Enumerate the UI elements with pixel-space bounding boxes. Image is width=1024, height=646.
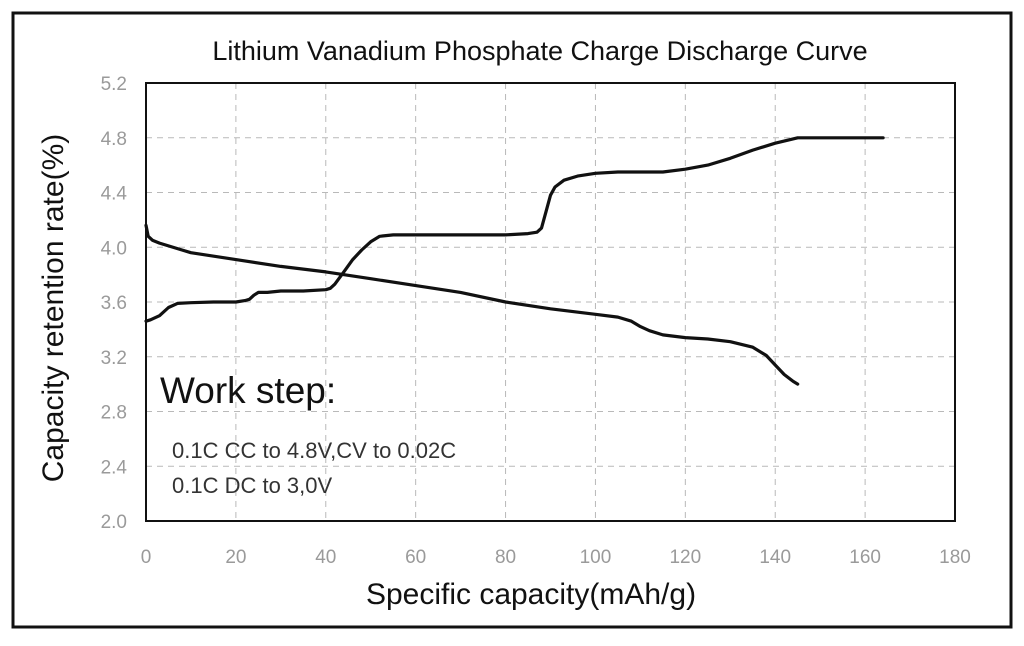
annotation-heading: Work step:	[160, 370, 336, 411]
discharge-curve-line	[144, 223, 800, 386]
x-tick-label: 80	[495, 547, 516, 568]
x-tick-label: 160	[849, 547, 881, 568]
y-tick-label: 3.6	[101, 293, 127, 314]
plot-area	[145, 82, 956, 522]
y-tick-label: 5.2	[101, 74, 127, 95]
y-tick-label: 4.8	[101, 129, 127, 150]
y-tick-label: 2.8	[101, 403, 127, 424]
x-tick-label: 40	[315, 547, 336, 568]
y-tick-label: 4.4	[101, 184, 128, 205]
y-tick-labels: 2.0 2.4 2.8 3.2 3.6 4.0 4.4 4.8 5.2	[101, 74, 128, 533]
chart-title: Lithium Vanadium Phosphate Charge Discha…	[212, 36, 867, 66]
y-tick-label: 2.0	[101, 512, 127, 533]
y-axis-title: Capacity retention rate(%)	[37, 134, 70, 483]
x-tick-label: 60	[405, 547, 426, 568]
x-tick-labels: 0 20 40 60 80 100 120 140 160 180	[141, 547, 971, 568]
annotation-line-1: 0.1C CC to 4.8V,CV to 0.02C	[172, 438, 456, 463]
y-tick-label: 3.2	[101, 348, 127, 369]
x-tick-label: 180	[939, 547, 971, 568]
chart-border	[11, 11, 1013, 629]
x-tick-label: 20	[225, 547, 246, 568]
annotation-line-2: 0.1C DC to 3,0V	[172, 473, 333, 498]
y-tick-label: 2.4	[101, 457, 128, 478]
x-tick-label: 120	[669, 547, 701, 568]
y-tick-label: 4.0	[101, 238, 127, 259]
x-tick-label: 0	[141, 547, 152, 568]
x-tick-label: 100	[580, 547, 612, 568]
series-group	[144, 136, 885, 386]
charge-curve-line	[144, 136, 885, 323]
grid-lines	[146, 83, 955, 521]
x-axis-title: Specific capacity(mAh/g)	[366, 578, 696, 611]
x-tick-label: 140	[759, 547, 791, 568]
